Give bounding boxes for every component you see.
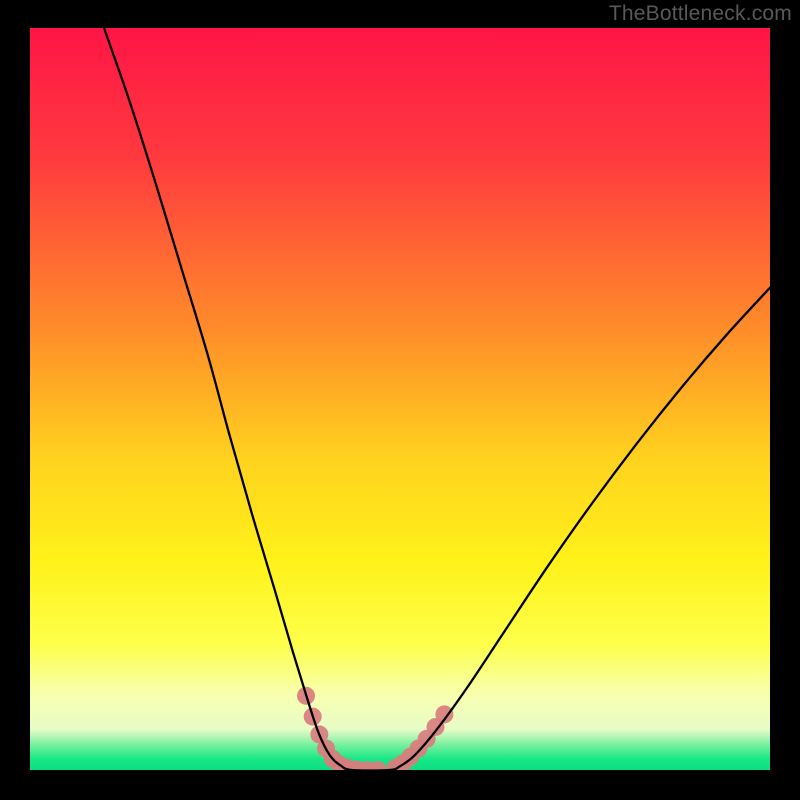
chart-canvas: TheBottleneck.com: [0, 0, 800, 800]
bottleneck-chart-svg: [0, 0, 800, 800]
watermark-text: TheBottleneck.com: [609, 2, 792, 26]
